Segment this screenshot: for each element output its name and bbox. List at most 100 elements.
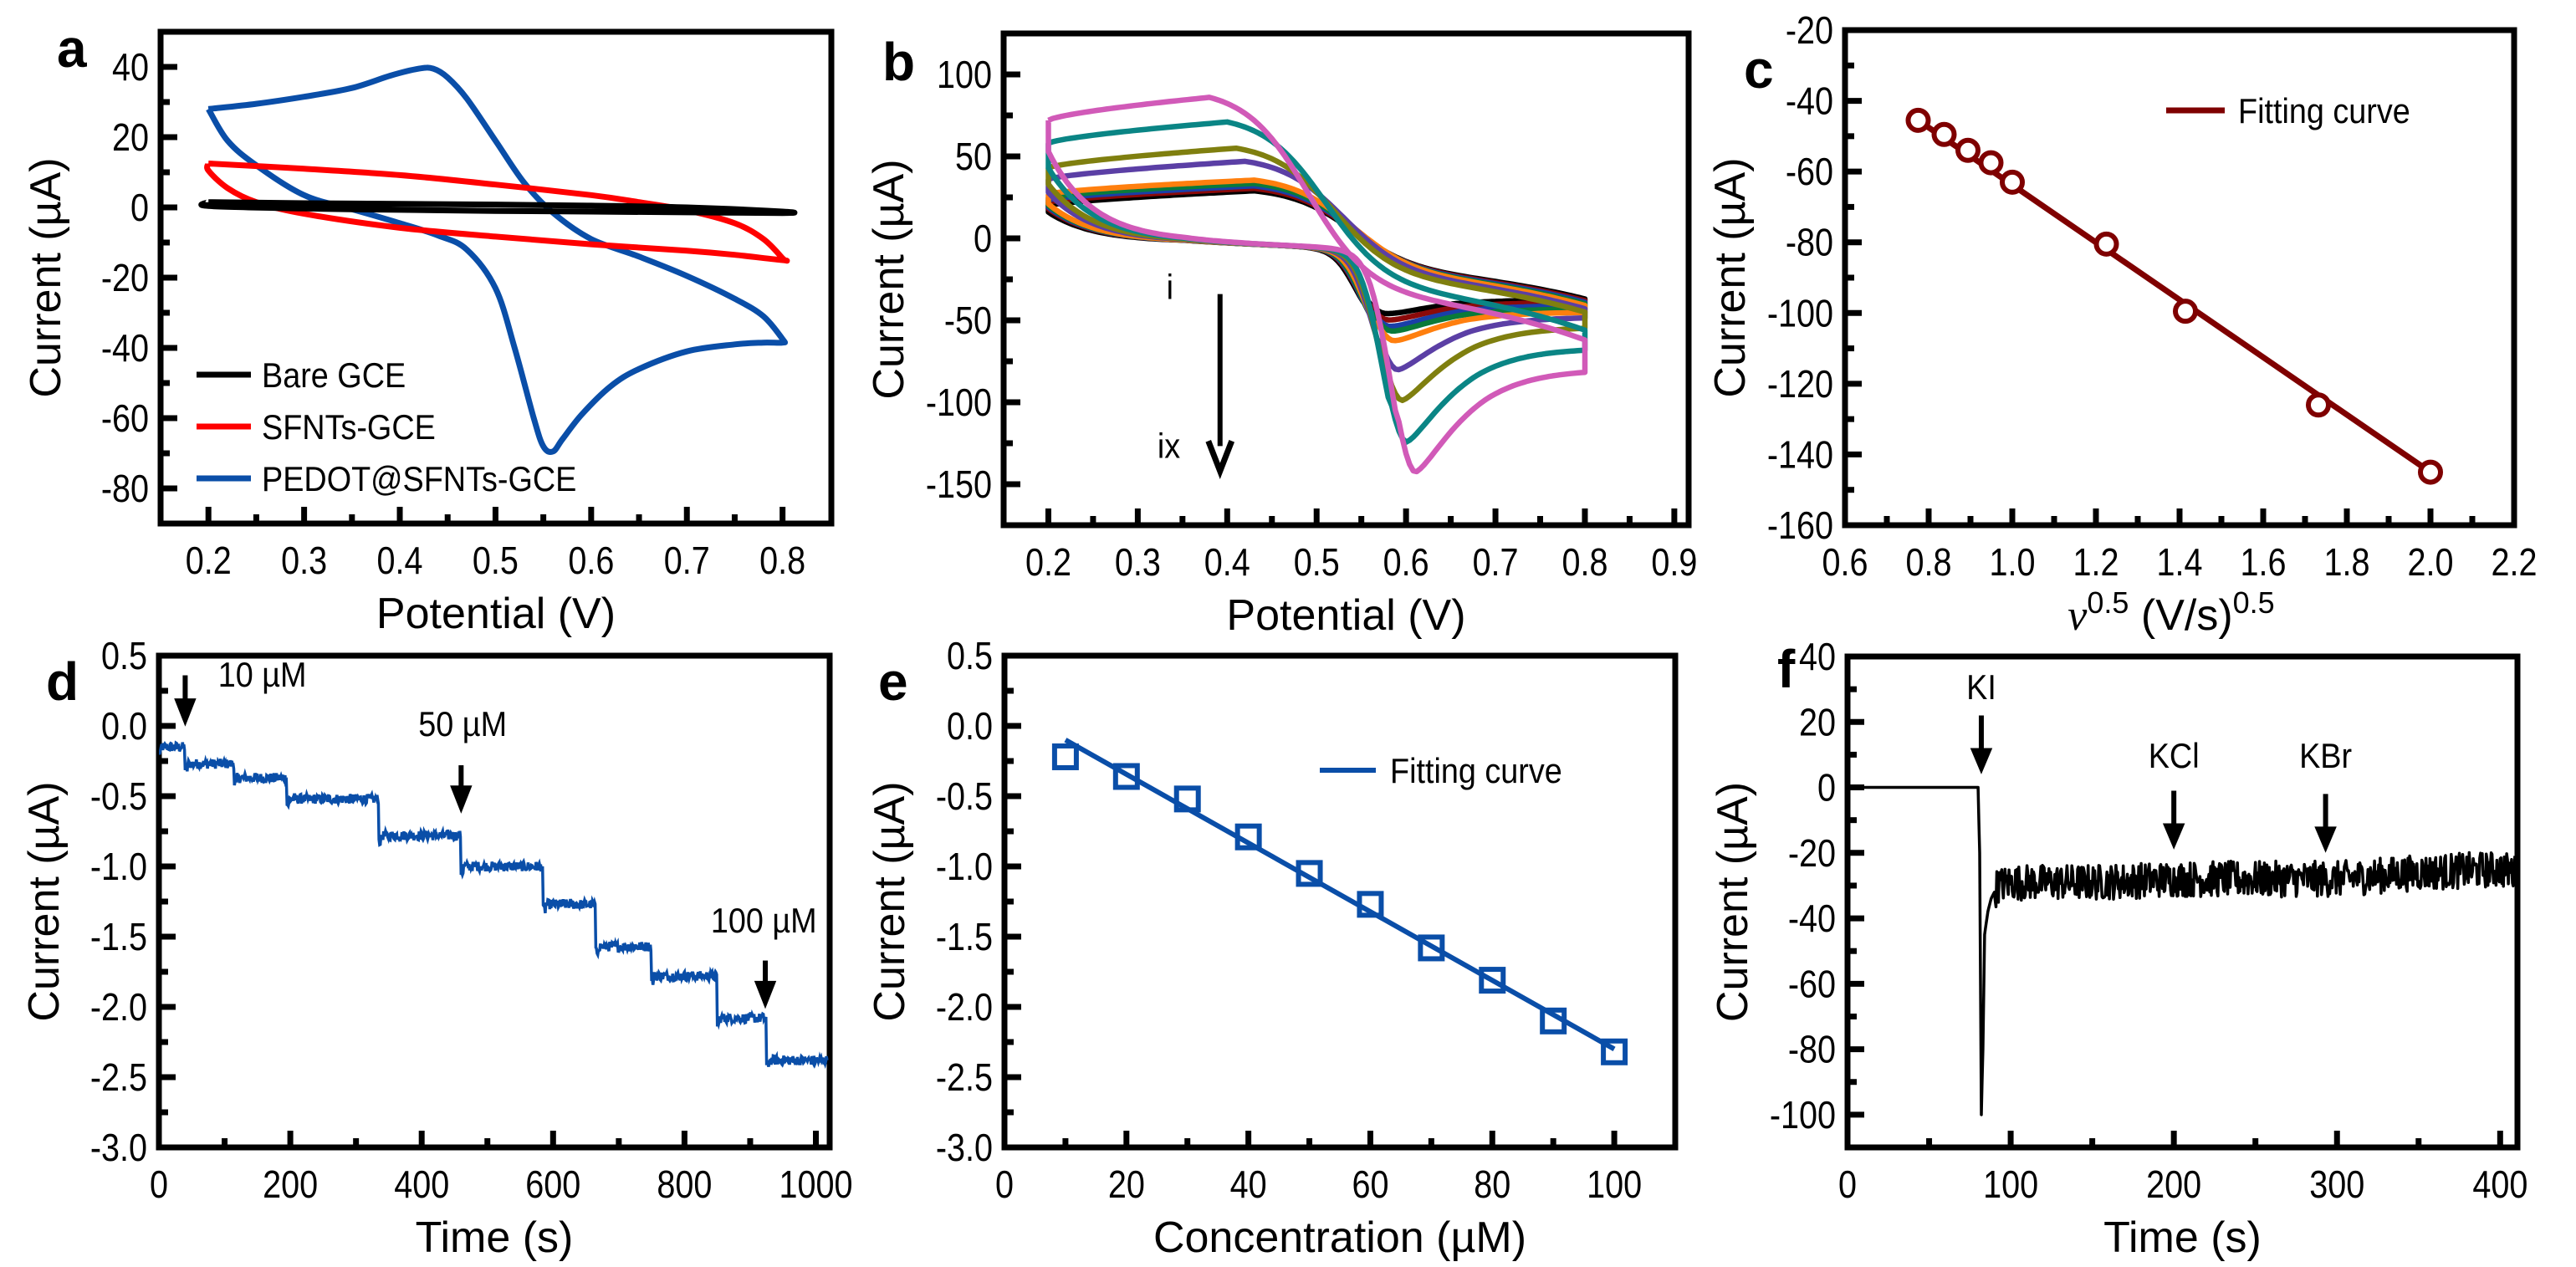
cv-curve-ix [1045,95,1588,475]
legend-label: Bare GCE [262,356,406,395]
panel-e: e 0 20 40 60 80 100 -3.0 -2.5 -2.0 -1.5 -1.0 -0.5 0.0… [866,635,1679,1262]
data-point [1418,934,1445,962]
x-tick-label: 600 [525,1163,580,1206]
x-tick-label: 0.7 [1473,541,1519,584]
data-point [1955,137,1981,163]
x-tick-label: 200 [2146,1163,2201,1206]
y-tick-label: 0 [974,217,992,260]
data-point [2093,231,2119,257]
x-axis-title: Potential (V) [1226,591,1465,640]
plot-frame [1000,30,1692,529]
y-tick-label: -160 [1767,504,1833,547]
y-tick-label: -100 [1770,1094,1836,1137]
y-tick-label: -60 [101,397,149,440]
x-tick-label: 0.9 [1651,541,1697,584]
panel-letter: f [1777,639,1796,699]
x-tick-label: 0.3 [1115,541,1161,584]
y-tick-label: 20 [1799,702,1836,744]
concentration-label: 100 µM [711,902,817,940]
y-tick-label: -80 [101,467,149,510]
y-tick-label: 0.5 [947,635,993,677]
x-tick-label: 80 [1474,1163,1510,1206]
series-line-pedot-sfnts-gce [206,64,789,455]
y-tick-label: -20 [101,257,149,299]
y-tick-label: 100 [937,54,992,96]
panel-letter: e [878,651,908,712]
y-tick-label: -3.0 [90,1127,147,1169]
x-tick-label: 0.6 [1822,541,1868,584]
x-tick-label: 1.4 [2157,541,2203,584]
panel-c: c 0.6 0.8 1.0 1.2 1.4 1.6 1.8 2.0 2.2 -160 -140 -120… [1706,9,2537,640]
y-axis-title: Current (µA) [1706,157,1755,397]
y-tick-label: -60 [1788,963,1836,1006]
arrow-head [754,980,777,1009]
y-tick-label: -60 [1786,151,1833,193]
data-point [1479,967,1506,994]
ticks [1842,27,2517,529]
y-tick-label: -0.5 [90,775,147,818]
trend-arrow-head [1205,440,1235,479]
data-point [1234,823,1262,851]
x-tick-label: 0.3 [281,539,327,582]
panel-b: b 0.2 0.3 0.4 0.5 0.6 0.7 0.8 0.9 -150 -100 -50 0 50 1… [865,30,1697,640]
x-tick-label: 2.2 [2492,541,2538,584]
data-point [1296,860,1323,887]
x-tick-label: 40 [1230,1163,1267,1206]
y-tick-label: -2.0 [90,986,147,1029]
y-tick-label: -2.0 [936,986,993,1029]
y-tick-label: -20 [1788,832,1836,875]
y-axis-title: Current (µA) [866,781,914,1021]
y-tick-label: -1.0 [90,846,147,888]
y-tick-label: -1.5 [936,916,993,958]
y-tick-label: -40 [1786,80,1833,123]
y-axis-title: Current (µA) [1709,782,1757,1022]
y-tick-label: 0.0 [101,705,147,748]
x-tick-label: 0.8 [1906,541,1952,584]
x-tick-label: 800 [657,1163,712,1206]
x-tick-label: 0.8 [1561,541,1607,584]
panel-letter: c [1744,39,1774,100]
interferent-label: KCl [2149,737,2200,775]
y-tick-label: -1.5 [90,916,147,958]
concentration-label: 10 µM [218,656,307,694]
legend: Fitting curve [2166,92,2410,130]
x-tick-label: 0.6 [568,539,614,582]
x-axis-superscript: 0.5 [2233,585,2275,620]
arrow-head [1970,748,1993,774]
y-tick-label: -40 [101,327,149,370]
x-tick-label: 0.6 [1383,541,1429,584]
x-tick-label: 0 [995,1163,1014,1206]
y-tick-label: -1.0 [936,846,993,888]
x-axis-title: ν0.5 (V/s)0.5 [2067,585,2274,640]
plot-frame [156,652,833,1151]
y-tick-label: 40 [112,46,149,89]
y-tick-label: -50 [944,299,992,342]
y-tick-label: -20 [1786,9,1833,52]
panel-d: d 0 200 400 600 800 1000 -3.0 -2.5 -2.0 -1.5 -1.0 -0… [20,635,852,1262]
panel-f: f 0 100 200 300 400 -100 -80 -60 -40 -20 0 20 40 Time … [1709,636,2527,1262]
x-tick-label: 0.2 [186,539,232,582]
data-point [1978,150,2004,176]
y-tick-label: 50 [955,135,992,178]
y-tick-label: 0 [130,186,149,229]
data-point [1357,891,1384,918]
x-tick-label: 0.4 [377,539,423,582]
data-point [2000,169,2025,195]
x-tick-label: 60 [1352,1163,1388,1206]
y-tick-label: 20 [112,116,149,159]
arrow-head [2314,826,2337,853]
data-point [1173,785,1201,813]
plot-frame [157,28,835,527]
data-point [1051,743,1079,770]
data-point [2418,459,2443,485]
y-tick-label: -100 [1767,293,1833,335]
x-axis-title: Concentration (µM) [1153,1213,1526,1262]
y-tick-label: -3.0 [936,1127,993,1169]
y-tick-label: 40 [1799,636,1836,678]
x-tick-label: 20 [1108,1163,1145,1206]
y-axis-title: Current (µA) [20,781,69,1021]
y-tick-label: -140 [1767,434,1833,477]
y-tick-label: -2.5 [936,1056,993,1099]
data-point [1540,1007,1567,1035]
